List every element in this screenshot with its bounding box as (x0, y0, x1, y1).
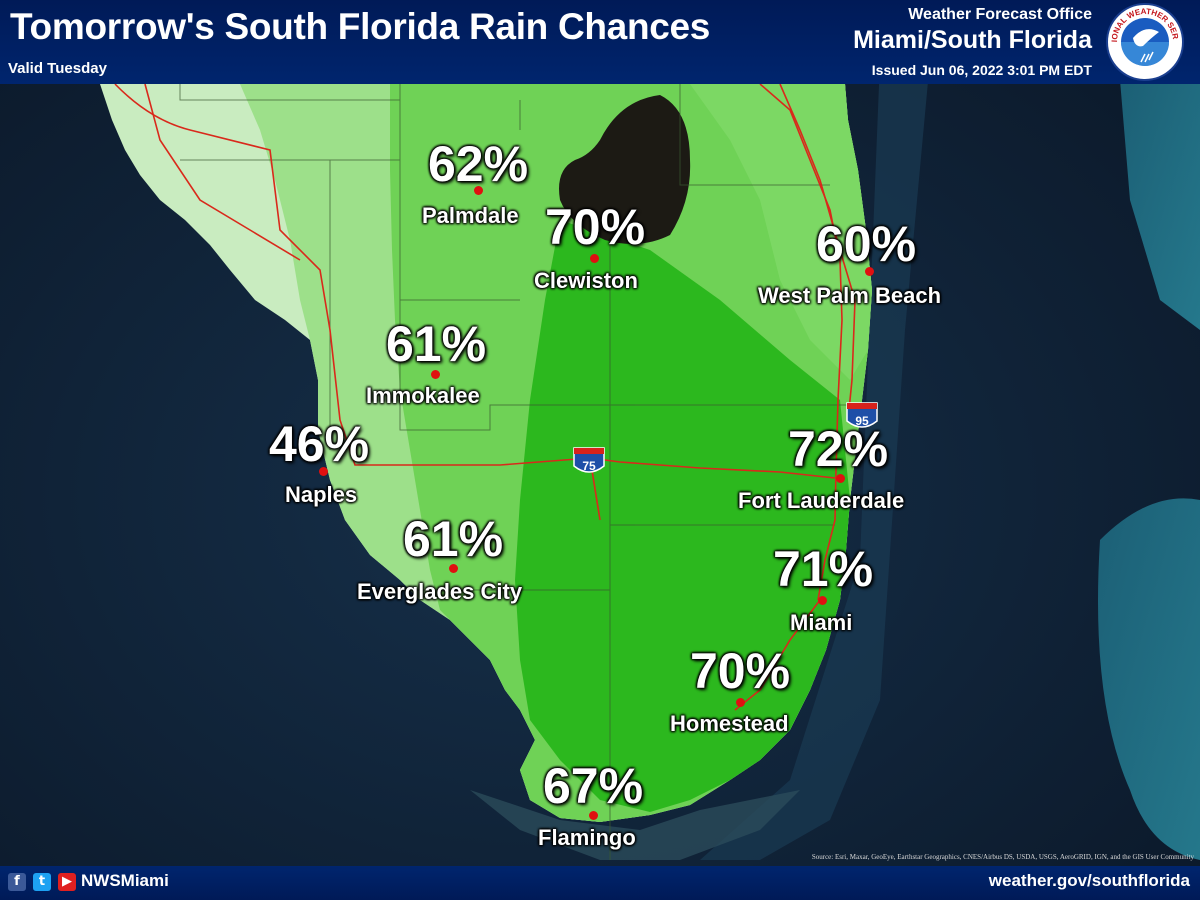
issued-timestamp: Issued Jun 06, 2022 3:01 PM EDT (871, 62, 1092, 78)
rain-band-coast (690, 84, 872, 380)
location-marker-everglades-city (449, 564, 458, 573)
map-source-credit: Source: Esri, Maxar, GeoEye, Earthstar G… (811, 853, 1194, 861)
i75-label: 75 (582, 459, 596, 473)
location-marker-homestead (736, 698, 745, 707)
location-marker-immokalee (431, 370, 440, 379)
rain-chance-miami: 71% (773, 541, 874, 597)
location-marker-miami (818, 596, 827, 605)
city-label-west-palm-beach: West Palm Beach (758, 283, 942, 308)
city-label-clewiston: Clewiston (534, 268, 638, 293)
footer-bar (0, 866, 1200, 900)
i95-shield: 95 (846, 402, 878, 428)
location-marker-west-palm-beach (865, 267, 874, 276)
location-marker-flamingo (589, 811, 598, 820)
office-name: Miami/South Florida (853, 26, 1092, 54)
city-label-homestead: Homestead (670, 711, 789, 736)
youtube-icon[interactable]: ▶ (58, 873, 76, 891)
social-handle[interactable]: NWSMiami (81, 871, 169, 890)
city-label-miami: Miami (790, 610, 853, 635)
location-marker-naples (319, 467, 328, 476)
bahamas-bank (1120, 60, 1200, 330)
bahamas-bank (1098, 498, 1200, 860)
valid-day: Valid Tuesday (8, 60, 107, 77)
location-marker-clewiston (590, 254, 599, 263)
lake-okeechobee (559, 95, 691, 244)
header-bar (0, 0, 1200, 84)
city-label-flamingo: Flamingo (538, 825, 636, 850)
facebook-icon[interactable]: f (8, 873, 26, 891)
rain-chance-fort-lauderdale: 72% (788, 421, 889, 477)
city-label-immokalee: Immokalee (366, 383, 480, 408)
rain-chance-everglades-city: 61% (403, 511, 504, 567)
city-label-naples: Naples (285, 482, 358, 507)
office-label: Weather Forecast Office (908, 6, 1092, 23)
i75-shield: 75 (573, 447, 605, 473)
page-title: Tomorrow's South Florida Rain Chances (10, 6, 711, 47)
i95-label: 95 (855, 414, 869, 428)
city-label-everglades-city: Everglades City (357, 579, 523, 604)
location-marker-fort-lauderdale (836, 474, 845, 483)
rain-chance-homestead: 70% (690, 643, 791, 699)
rain-chance-flamingo: 67% (543, 758, 644, 814)
nws-logo-icon: NATIONAL WEATHER SERVICE (1105, 2, 1184, 81)
website-link[interactable]: weather.gov/southflorida (988, 871, 1190, 890)
rain-chance-west-palm-beach: 60% (816, 216, 917, 272)
twitter-icon[interactable]: t (33, 873, 51, 891)
florida-bay (470, 790, 800, 860)
city-label-palmdale: Palmdale (422, 203, 519, 228)
rain-band-max (515, 220, 850, 812)
location-marker-palmdale (474, 186, 483, 195)
rain-chance-naples: 46% (269, 416, 370, 472)
rain-chance-immokalee: 61% (386, 316, 487, 372)
rain-chance-palmdale: 62% (428, 136, 529, 192)
rain-chance-clewiston: 70% (545, 199, 646, 255)
shallow-water (700, 60, 930, 860)
city-label-fort-lauderdale: Fort Lauderdale (738, 488, 905, 513)
county-lines (179, 84, 850, 860)
